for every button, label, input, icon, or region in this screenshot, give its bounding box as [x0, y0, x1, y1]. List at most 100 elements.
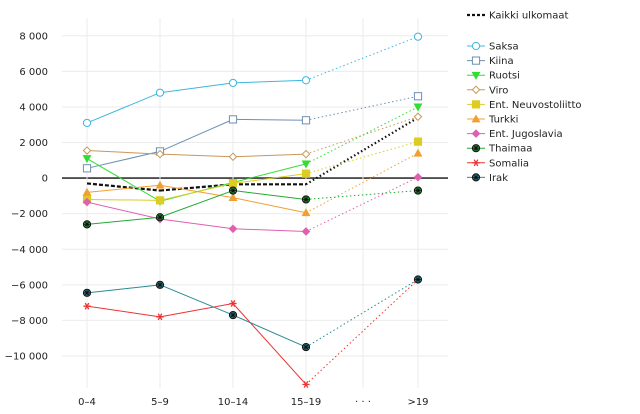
plot-series: [82, 32, 423, 388]
series-segment: [86, 284, 161, 294]
y-tick-label: 0: [42, 174, 48, 185]
data-point: [228, 78, 238, 88]
x-tick-label: >19: [407, 397, 428, 408]
series-8: [82, 186, 423, 229]
data-point: [413, 103, 423, 112]
series-segment: [232, 79, 307, 84]
x-tick-label: 15–19: [291, 397, 321, 408]
legend-label: Ruotsi: [489, 71, 520, 82]
legend-item: Irak: [467, 173, 508, 184]
series-segment: [232, 190, 307, 200]
legend-marker: [471, 71, 481, 80]
legend-label: Kiina: [489, 56, 514, 67]
legend-marker: [471, 100, 481, 109]
y-tick-label: −10 000: [5, 351, 48, 362]
data-point: [156, 313, 164, 321]
series-segment: [159, 184, 234, 199]
data-point: [228, 152, 238, 162]
data-point: [155, 280, 165, 289]
legend-item: Saksa: [467, 42, 519, 53]
series-segment: [305, 95, 419, 121]
series-segment: [232, 314, 307, 348]
x-tick-label: · · ·: [355, 397, 371, 408]
series-segment: [232, 118, 307, 121]
legend-item: Thaimaa: [467, 144, 532, 155]
data-point: [228, 179, 238, 188]
series-segment: [232, 303, 307, 385]
legend: Kaikki ulkomaat Saksa Kiina Ruotsi Viro Ent. …: [467, 11, 582, 184]
legend-marker: [471, 56, 481, 65]
legend-label: Viro: [489, 85, 508, 96]
data-point: [155, 88, 165, 97]
data-point: [301, 227, 311, 236]
data-point: [413, 148, 423, 157]
data-point: [413, 186, 423, 195]
series-segment: [86, 198, 161, 201]
data-point: [413, 172, 423, 182]
grid: [62, 18, 448, 388]
series-segment: [159, 82, 234, 94]
data-point: [229, 300, 237, 307]
series-segment: [86, 201, 161, 220]
series-segment: [159, 284, 234, 316]
series-segment: [86, 216, 161, 225]
legend-item: Ruotsi: [467, 71, 520, 82]
legend-item: Somalia: [467, 158, 529, 169]
data-point: [301, 76, 311, 85]
legend-label: Somalia: [489, 158, 529, 169]
data-point: [413, 112, 423, 122]
series-segment: [305, 106, 419, 165]
legend-label: Kaikki ulkomaat: [489, 11, 568, 22]
data-point: [301, 160, 311, 169]
series-segment: [86, 182, 161, 192]
series-10: [82, 275, 423, 352]
data-point: [155, 180, 165, 189]
legend-marker: [471, 85, 481, 95]
x-tick-label: 0–4: [78, 397, 96, 408]
series-segment: [232, 153, 307, 158]
data-point: [82, 118, 92, 128]
series-segment: [305, 152, 419, 214]
legend-marker: [471, 41, 481, 51]
legend-label: Turkki: [488, 115, 518, 126]
legend-label: Saksa: [489, 42, 519, 53]
series-9: [83, 276, 422, 388]
data-point: [228, 193, 238, 202]
series-7: [82, 172, 423, 236]
series-segment: [305, 116, 419, 186]
series-segment: [159, 218, 234, 230]
y-tick-label: −4 000: [11, 245, 48, 256]
data-point: [82, 187, 92, 196]
data-point: [82, 220, 92, 229]
data-point: [155, 213, 165, 222]
data-point: [413, 275, 423, 284]
series-segment: [86, 184, 161, 193]
data-point: [301, 169, 311, 178]
data-point: [83, 302, 91, 310]
y-tick-label: −2 000: [11, 209, 48, 220]
legend-marker: [471, 114, 481, 123]
series-segment: [159, 118, 234, 152]
legend-item: Viro: [467, 85, 508, 96]
series-segment: [305, 141, 419, 175]
legend-item: Turkki: [467, 114, 518, 126]
data-point: [302, 380, 310, 388]
data-point: [82, 146, 92, 155]
series-1: [82, 32, 423, 128]
data-point: [413, 92, 423, 101]
series-segment: [305, 190, 419, 200]
legend-marker: [472, 159, 480, 167]
data-point: [228, 186, 238, 195]
x-tick-label: 5–9: [151, 397, 169, 408]
series-segment: [232, 173, 307, 184]
series-segment: [305, 116, 419, 155]
data-point: [413, 137, 423, 146]
data-point: [301, 195, 311, 204]
legend-item: Kaikki ulkomaat: [467, 11, 568, 22]
data-point: [301, 116, 311, 125]
data-point: [301, 342, 311, 352]
y-tick-label: −8 000: [11, 316, 48, 327]
data-point: [228, 224, 238, 234]
series-segment: [305, 176, 419, 232]
